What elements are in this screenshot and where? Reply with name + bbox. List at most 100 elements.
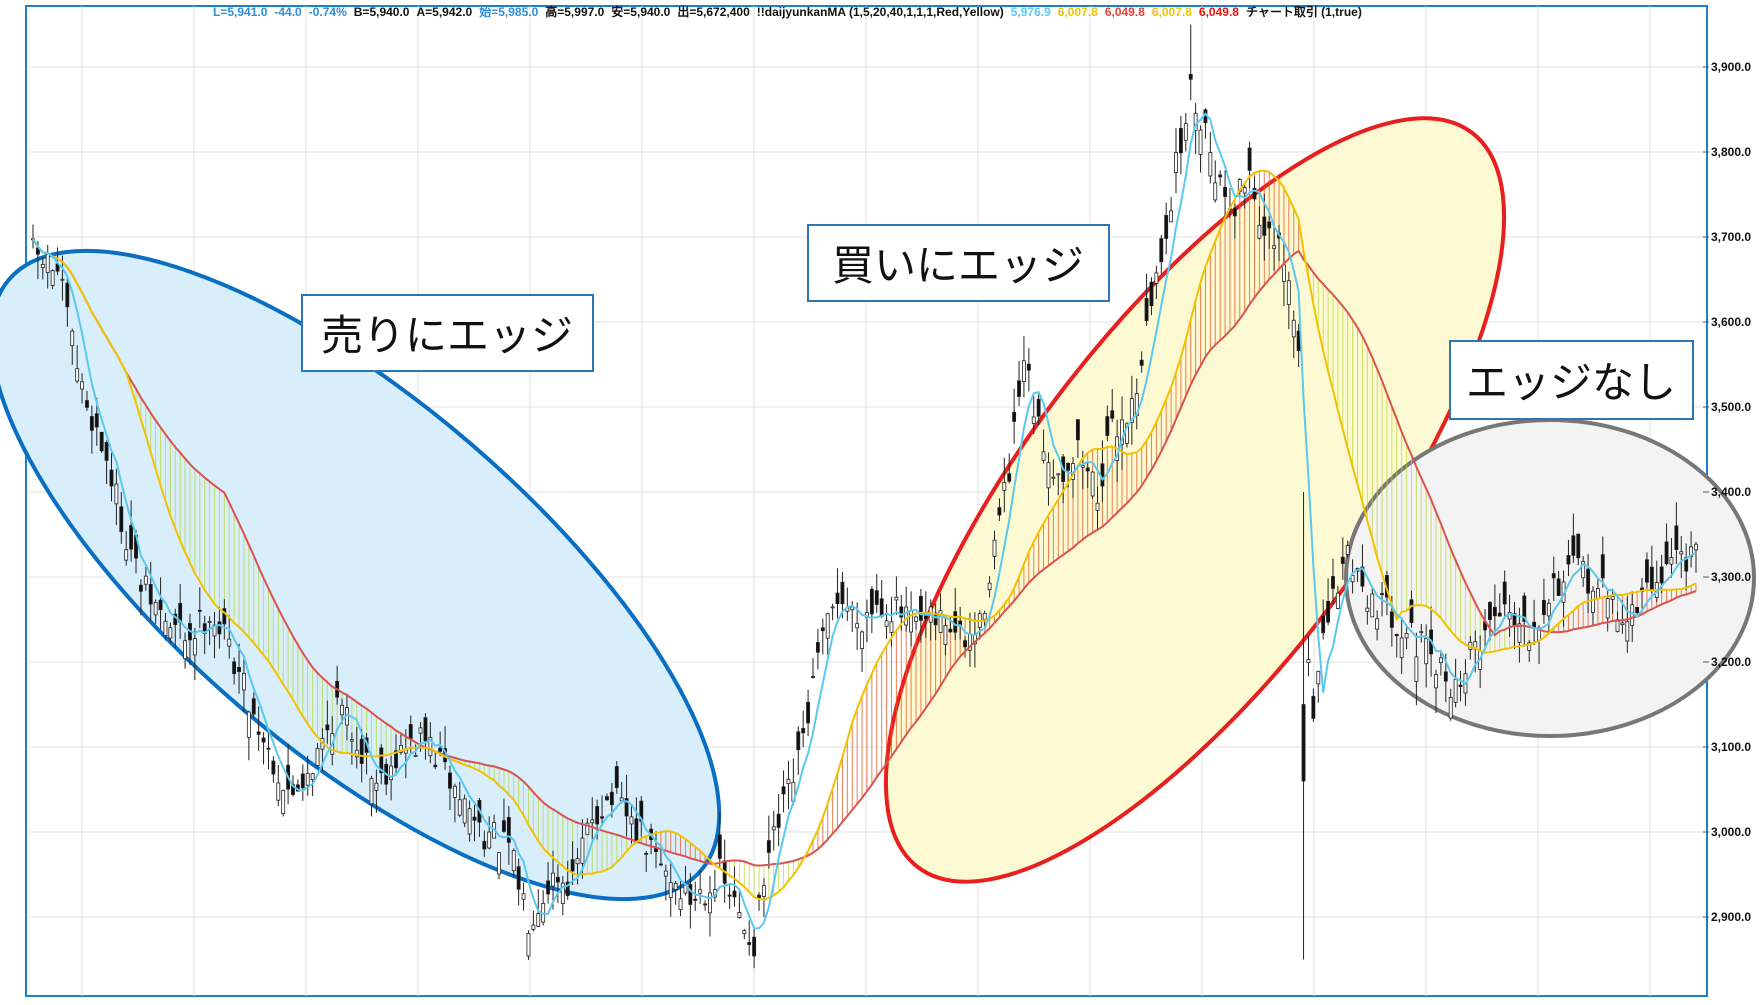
- candle-body: [1046, 462, 1051, 489]
- candle-body: [889, 621, 894, 633]
- candle-body: [1556, 578, 1561, 596]
- candle: [1036, 392, 1041, 426]
- candle-body: [1036, 398, 1041, 417]
- candle-body: [1169, 210, 1174, 223]
- candle-body: [933, 612, 938, 626]
- candle-body: [703, 903, 707, 906]
- candle-body: [1586, 568, 1591, 594]
- candle: [315, 743, 320, 767]
- candle-body: [1247, 147, 1252, 171]
- candle: [511, 848, 516, 878]
- candle: [1335, 585, 1340, 610]
- y-tick-label: 3,100.0: [1711, 740, 1751, 754]
- candle: [1591, 586, 1595, 626]
- candle-body: [1679, 551, 1684, 555]
- candle-body: [310, 773, 315, 780]
- candle-body: [1267, 221, 1272, 229]
- candle-body: [129, 525, 134, 550]
- candle-body: [1178, 127, 1183, 154]
- candle-body: [1291, 319, 1296, 338]
- candle: [300, 764, 305, 801]
- candle-body: [600, 816, 604, 819]
- candle-body: [1002, 481, 1007, 491]
- y-tick-label: 2,900.0: [1711, 910, 1751, 924]
- candle-body: [776, 813, 781, 828]
- candle: [148, 561, 153, 622]
- candle: [89, 405, 94, 454]
- candle: [1571, 513, 1576, 563]
- candle: [786, 760, 791, 810]
- candle: [693, 881, 698, 911]
- candle: [1144, 273, 1149, 326]
- candle: [246, 710, 251, 761]
- candle-body: [1492, 606, 1497, 617]
- candle: [1017, 360, 1021, 407]
- sell-edge-ellipse: [0, 248, 722, 902]
- candle: [50, 269, 55, 289]
- candle: [1056, 473, 1061, 496]
- candle-body: [644, 852, 649, 855]
- candle: [1242, 184, 1247, 209]
- candle: [1645, 552, 1649, 589]
- candle-body: [246, 711, 251, 738]
- candle-body: [1075, 419, 1080, 441]
- candle: [717, 812, 722, 870]
- candle: [448, 765, 452, 811]
- candle: [1438, 650, 1443, 676]
- candle: [467, 800, 472, 842]
- candle: [874, 574, 879, 614]
- candle: [688, 873, 693, 929]
- y-tick-label: 3,600.0: [1711, 315, 1751, 329]
- candle-body: [1610, 595, 1615, 601]
- candle: [766, 815, 771, 869]
- candle: [1375, 610, 1380, 641]
- candle: [1576, 533, 1581, 566]
- candle-body: [982, 612, 987, 620]
- candle-body: [1546, 602, 1551, 617]
- candle-body: [585, 822, 590, 836]
- candle-body: [448, 772, 452, 789]
- candle-body: [1017, 380, 1021, 397]
- header-item: 始=5,985.0: [479, 4, 538, 19]
- candle-body: [619, 797, 624, 802]
- candle-body: [1262, 216, 1267, 236]
- candle-body: [1139, 359, 1144, 366]
- no-edge-box: [1449, 340, 1694, 420]
- candle-body: [1669, 557, 1674, 565]
- candle-body: [860, 631, 864, 649]
- candle-body: [452, 785, 457, 798]
- candle: [1674, 502, 1679, 565]
- candle: [1458, 670, 1463, 702]
- candle-body: [1144, 298, 1149, 322]
- candle: [1282, 242, 1286, 307]
- candle: [1340, 537, 1345, 580]
- candle-body: [1149, 281, 1154, 307]
- candle-body: [60, 278, 65, 281]
- candle-body: [1375, 618, 1380, 630]
- candle-body: [1419, 631, 1424, 634]
- candle: [70, 328, 75, 365]
- candle-body: [727, 894, 732, 897]
- candle-body: [609, 791, 614, 806]
- candle-body: [242, 672, 246, 691]
- candle-body: [855, 623, 860, 629]
- candle: [551, 850, 555, 910]
- candle: [1424, 624, 1429, 688]
- candle-body: [158, 599, 163, 611]
- candle: [1007, 453, 1012, 484]
- candle: [65, 275, 70, 327]
- candle-body: [595, 806, 600, 825]
- candle: [963, 636, 967, 658]
- candle-body: [1571, 535, 1576, 556]
- candle: [1208, 131, 1213, 184]
- candle-body: [918, 595, 923, 621]
- candle-body: [747, 942, 752, 945]
- candle-body: [1541, 599, 1546, 616]
- candle-body: [629, 816, 634, 825]
- candle-body: [1174, 152, 1178, 173]
- no-edge-ellipse: [1344, 418, 1756, 738]
- candle-body: [1645, 559, 1649, 583]
- candle: [457, 781, 462, 818]
- candle-body: [698, 889, 703, 894]
- candle-body: [742, 930, 747, 935]
